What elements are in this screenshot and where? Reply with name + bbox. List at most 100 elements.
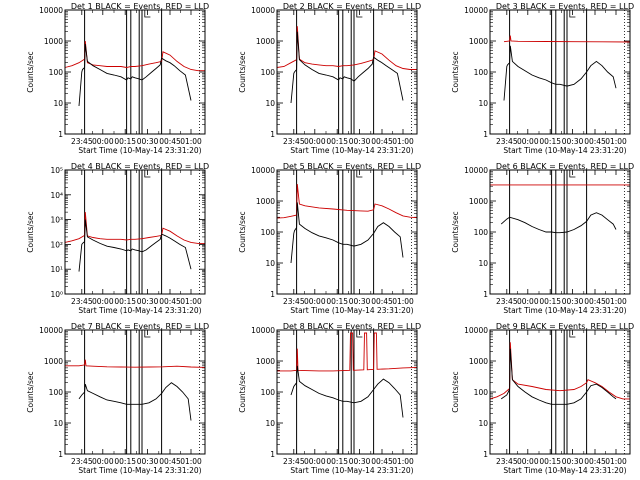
y-tick-label: 10 (478, 419, 488, 428)
plot-frame (489, 329, 631, 455)
x-tick-label: 00:45 (159, 297, 181, 306)
y-axis-label: Counts/sec (238, 51, 247, 92)
chart-title: Det 4 BLACK = Events, RED = LLD (71, 162, 209, 171)
chart-panel-3: Det 3 BLACK = Events, RED = LLD 1 10 100 100… (451, 2, 634, 155)
x-tick-label: 23:45 (496, 457, 518, 466)
chart-panel-5: Det 5 BLACK = Events, RED = LLD 1 10 100 100… (238, 162, 421, 315)
x-axis-label: Start Time (10-May-14 23:31:20) (290, 466, 413, 475)
y-tick-label: 10 (478, 259, 488, 268)
y-tick-label: 1000 (44, 357, 63, 366)
y-tick-label: 10 (265, 99, 275, 108)
plot-frame (64, 329, 206, 455)
x-axis-label: Start Time (10-May-14 23:31:20) (290, 306, 413, 315)
chart-panel-9: Det 9 BLACK = Events, RED = LLD 1 10 100 100… (451, 322, 634, 475)
y-tick-label: 10⁰ (50, 290, 63, 299)
series-line-lld (489, 342, 630, 400)
bracket-marker (144, 330, 151, 338)
y-tick-label: 10000 (251, 326, 275, 335)
y-tick-label: 1000 (256, 197, 275, 206)
bracket-marker (569, 170, 576, 178)
series-line-events (290, 365, 404, 418)
y-tick-label: 1000 (256, 37, 275, 46)
x-tick-label: 00:00 (304, 297, 326, 306)
x-tick-label: 01:00 (180, 137, 202, 146)
y-tick-label: 100 (261, 68, 276, 77)
x-tick-label: 00:45 (159, 457, 181, 466)
y-tick-label: 1 (483, 290, 488, 299)
x-tick-label: 00:15 (539, 297, 561, 306)
x-tick-label: 00:45 (371, 457, 393, 466)
x-tick-label: 00:15 (539, 137, 561, 146)
chart-title: Det 7 BLACK = Events, RED = LLD (71, 322, 209, 331)
y-tick-label: 100 (474, 388, 489, 397)
x-tick-label: 23:45 (496, 137, 518, 146)
x-tick-label: 01:00 (392, 457, 414, 466)
y-tick-label: 10⁵ (50, 166, 63, 175)
y-tick-label: 1 (483, 130, 488, 139)
bracket-marker (356, 170, 363, 178)
y-tick-label: 10 (265, 419, 275, 428)
y-tick-label: 10¹ (50, 265, 63, 274)
chart-title: Det 9 BLACK = Events, RED = LLD (496, 322, 634, 331)
x-axis-label: Start Time (10-May-14 23:31:20) (503, 466, 626, 475)
x-tick-label: 00:00 (92, 457, 114, 466)
x-tick-label: 00:30 (349, 297, 371, 306)
bracket-marker (569, 10, 576, 18)
y-tick-label: 100 (261, 388, 276, 397)
x-tick-label: 23:45 (283, 457, 305, 466)
x-axis-label: Start Time (10-May-14 23:31:20) (290, 146, 413, 155)
bracket-marker (356, 10, 363, 18)
series-line-lld (503, 35, 631, 43)
y-tick-label: 1 (270, 450, 275, 459)
x-tick-label: 00:30 (349, 457, 371, 466)
x-tick-label: 00:15 (326, 457, 348, 466)
chart-panel-7: Det 7 BLACK = Events, RED = LLD 1 10 100 100… (26, 322, 209, 475)
plot-frame (276, 169, 418, 295)
x-tick-label: 00:45 (584, 137, 606, 146)
y-tick-label: 10 (53, 419, 63, 428)
series-line-lld (64, 40, 205, 72)
y-tick-label: 10000 (251, 6, 275, 15)
x-tick-label: 00:15 (114, 137, 136, 146)
bracket-marker (356, 330, 363, 338)
chart-panel-2: Det 2 BLACK = Events, RED = LLD 1 10 100 100… (238, 2, 421, 155)
x-tick-label: 00:00 (517, 297, 539, 306)
x-tick-label: 01:00 (180, 297, 202, 306)
y-tick-label: 1 (270, 130, 275, 139)
x-tick-label: 00:00 (304, 137, 326, 146)
y-tick-label: 1000 (469, 357, 488, 366)
x-tick-label: 00:00 (92, 137, 114, 146)
x-tick-label: 01:00 (180, 457, 202, 466)
chart-title: Det 3 BLACK = Events, RED = LLD (496, 2, 634, 11)
y-axis-label: Counts/sec (238, 371, 247, 412)
x-tick-label: 00:45 (584, 457, 606, 466)
y-tick-label: 100 (474, 228, 489, 237)
y-tick-label: 1 (270, 290, 275, 299)
x-tick-label: 00:30 (562, 457, 584, 466)
bracket-marker (144, 10, 151, 18)
chart-title: Det 2 BLACK = Events, RED = LLD (283, 2, 421, 11)
y-tick-label: 10² (50, 240, 63, 249)
y-axis-label: Counts/sec (26, 211, 35, 252)
chart-panel-1: Det 1 BLACK = Events, RED = LLD 1 10 100 100… (26, 2, 209, 155)
series-line-lld (65, 359, 206, 368)
x-tick-label: 23:45 (71, 137, 93, 146)
y-axis-label: Counts/sec (451, 371, 460, 412)
x-tick-label: 23:45 (496, 297, 518, 306)
x-tick-label: 00:45 (371, 137, 393, 146)
plot-frame (489, 9, 631, 135)
y-axis-label: Counts/sec (26, 51, 35, 92)
y-tick-label: 100 (49, 68, 64, 77)
plot-frame (64, 169, 206, 295)
y-tick-label: 1 (58, 130, 63, 139)
y-axis-label: Counts/sec (451, 51, 460, 92)
x-axis-label: Start Time (10-May-14 23:31:20) (78, 466, 201, 475)
y-tick-label: 10000 (464, 326, 488, 335)
y-tick-label: 10000 (251, 166, 275, 175)
y-tick-label: 1000 (469, 197, 488, 206)
plot-frame (64, 9, 206, 135)
x-tick-label: 00:00 (304, 457, 326, 466)
x-tick-label: 23:45 (283, 297, 305, 306)
y-tick-label: 10000 (39, 6, 63, 15)
x-tick-label: 01:00 (392, 297, 414, 306)
